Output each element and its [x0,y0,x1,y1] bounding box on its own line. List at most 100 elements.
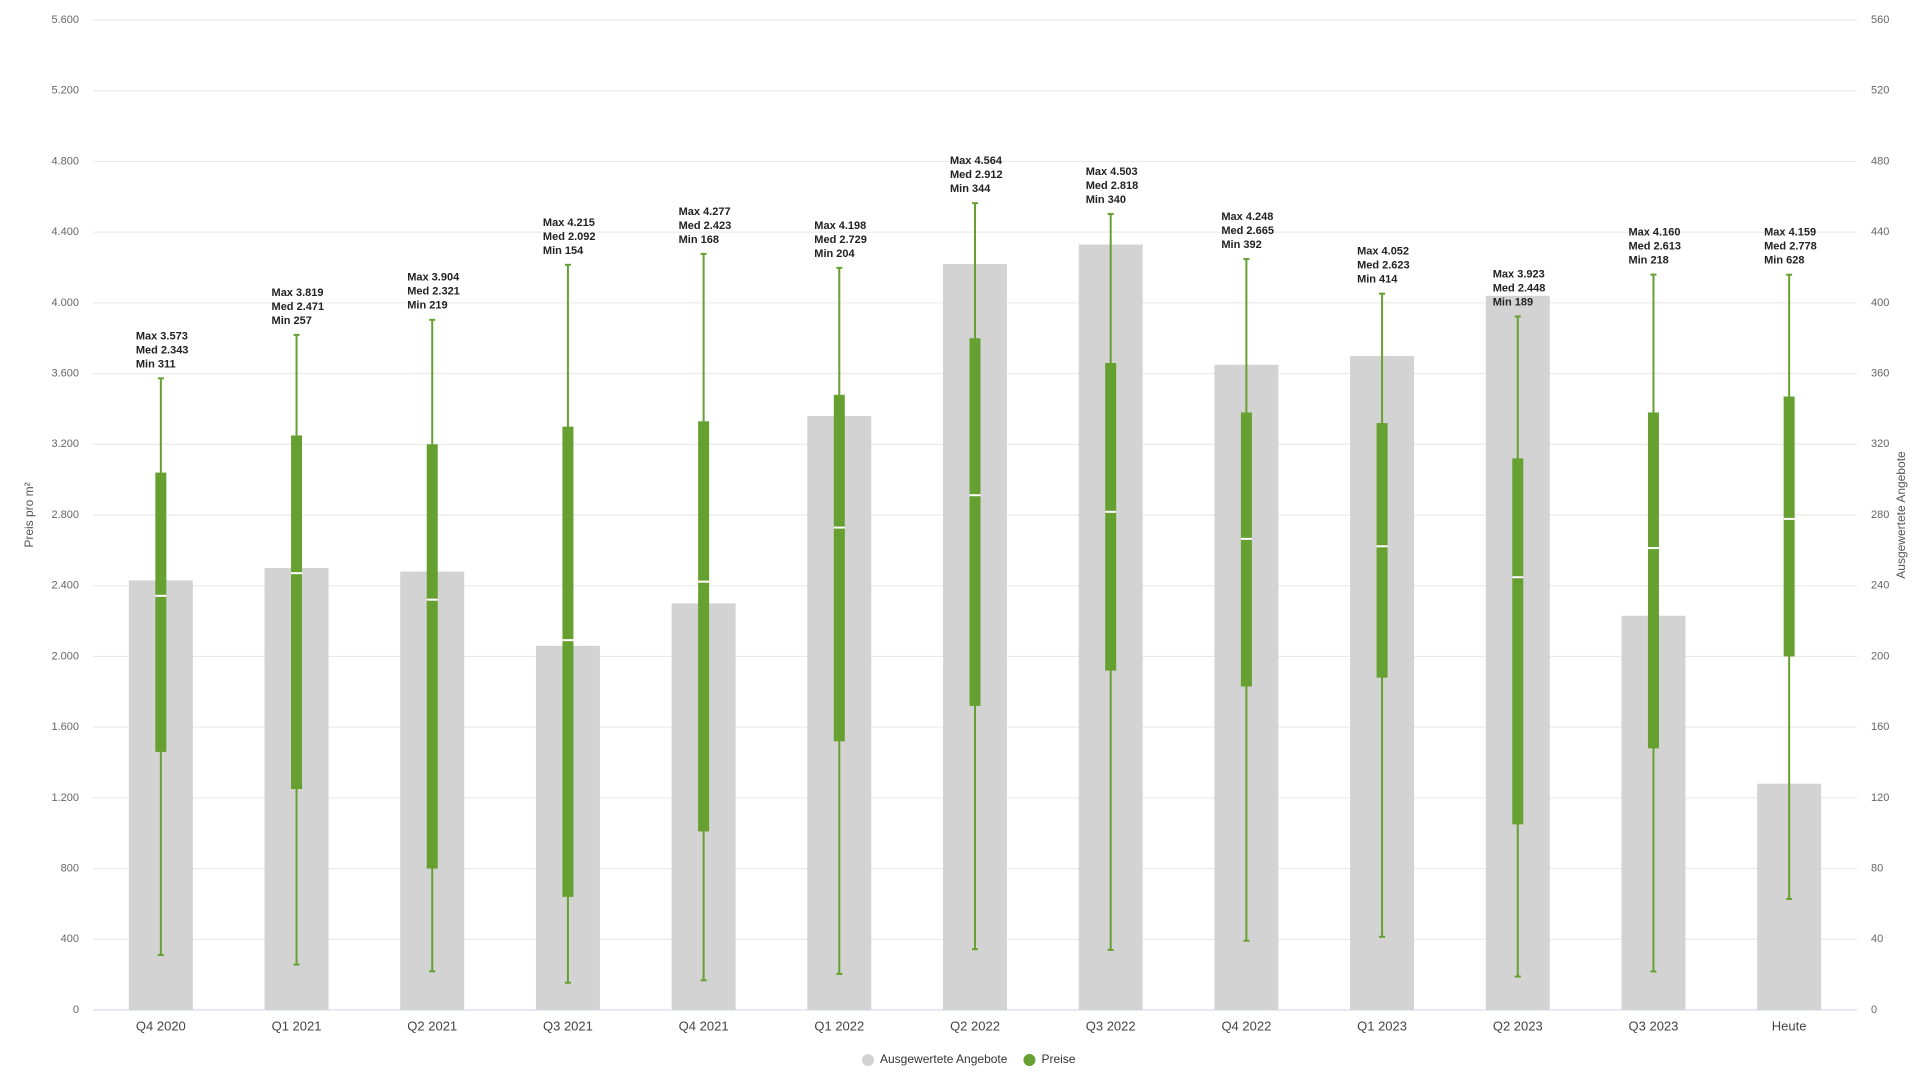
data-label: Min 392 [1221,239,1261,251]
data-label: Med 2.423 [679,220,732,232]
data-label: Max 4.198 [814,220,866,232]
y-axis-title: Preis pro m² [22,482,36,547]
y2-tick-label: 360 [1871,367,1889,379]
data-label: Min 189 [1493,296,1533,308]
y2-tick-label: 320 [1871,438,1889,450]
data-label: Med 2.912 [950,169,1003,181]
data-label: Min 257 [272,315,312,327]
y2-axis-title: Ausgewertete Angebote [1894,451,1908,579]
box [1240,412,1252,687]
data-label: Min 204 [814,248,855,260]
data-label: Med 2.623 [1357,260,1410,272]
x-tick-label: Q3 2021 [543,1018,593,1033]
legend-label: Ausgewertete Angebote [880,1052,1008,1066]
y2-tick-label: 80 [1871,862,1883,874]
data-label: Min 344 [950,183,991,195]
box [1647,412,1659,749]
y-tick-label: 4.000 [51,297,79,309]
x-tick-label: Q2 2022 [950,1018,1000,1033]
x-tick-label: Q3 2023 [1629,1018,1679,1033]
data-label: Max 3.923 [1493,268,1545,280]
y-tick-label: 800 [61,862,79,874]
box [969,338,981,706]
data-label: Med 2.343 [136,344,189,356]
y-tick-label: 1.200 [51,792,79,804]
data-label: Max 4.159 [1764,227,1816,239]
data-label: Med 2.092 [543,231,596,243]
y-tick-label: 5.600 [51,14,79,26]
box [1783,396,1795,657]
x-tick-label: Heute [1772,1018,1807,1033]
data-label: Max 3.573 [136,330,188,342]
data-label: Min 168 [679,234,719,246]
box [833,394,845,742]
box [1105,362,1117,671]
legend-marker [862,1054,874,1066]
data-label: Med 2.818 [1086,180,1139,192]
data-label: Min 340 [1086,194,1126,206]
x-tick-label: Q4 2022 [1221,1018,1271,1033]
y-tick-label: 3.600 [51,367,79,379]
y-tick-label: 2.000 [51,650,79,662]
data-label: Max 3.819 [272,287,324,299]
data-label: Med 2.729 [814,234,867,246]
y-tick-label: 1.600 [51,721,79,733]
y2-tick-label: 280 [1871,509,1889,521]
x-tick-label: Q1 2021 [272,1018,322,1033]
data-label: Max 4.215 [543,217,595,229]
y-tick-label: 5.200 [51,85,79,97]
y-tick-label: 0 [73,1004,79,1016]
y-tick-label: 4.800 [51,155,79,167]
box [1512,458,1524,825]
legend-label: Preise [1041,1052,1075,1066]
box [562,426,574,897]
data-label: Med 2.471 [272,301,325,313]
y-tick-label: 400 [61,933,79,945]
legend-marker [1023,1054,1036,1066]
data-label: Min 154 [543,245,584,257]
data-label: Med 2.321 [407,286,460,298]
y2-tick-label: 520 [1871,85,1889,97]
y2-tick-label: 440 [1871,226,1889,238]
x-tick-label: Q2 2023 [1493,1018,1543,1033]
data-label: Max 4.248 [1221,211,1273,223]
y2-tick-label: 240 [1871,580,1889,592]
x-tick-label: Q1 2023 [1357,1018,1407,1033]
data-label: Min 218 [1628,254,1668,266]
y-tick-label: 2.800 [51,509,79,521]
data-label: Min 414 [1357,274,1398,286]
data-label: Min 219 [407,300,447,312]
data-label: Min 311 [136,358,176,370]
data-label: Max 4.160 [1628,226,1680,238]
x-tick-label: Q3 2022 [1086,1018,1136,1033]
y2-tick-label: 480 [1871,155,1889,167]
data-label: Max 4.503 [1086,166,1138,178]
y-tick-label: 4.400 [51,226,79,238]
y2-tick-label: 200 [1871,650,1889,662]
data-label: Max 4.277 [679,206,731,218]
x-tick-label: Q4 2021 [679,1018,729,1033]
y2-tick-label: 400 [1871,297,1889,309]
y2-tick-label: 560 [1871,14,1889,26]
x-tick-label: Q2 2021 [407,1018,457,1033]
data-label: Min 628 [1764,255,1804,267]
data-label: Med 2.613 [1628,240,1681,252]
y2-tick-label: 120 [1871,792,1889,804]
data-label: Med 2.448 [1493,282,1546,294]
box [1376,423,1388,678]
y2-tick-label: 0 [1871,1004,1877,1016]
y2-tick-label: 40 [1871,933,1883,945]
box [698,421,710,832]
y-tick-label: 3.200 [51,438,79,450]
y-tick-label: 2.400 [51,580,79,592]
x-tick-label: Q1 2022 [814,1018,864,1033]
data-label: Med 2.778 [1764,241,1817,253]
data-label: Med 2.665 [1221,225,1274,237]
y2-tick-label: 160 [1871,721,1889,733]
box [155,472,167,752]
data-label: Max 4.052 [1357,246,1409,258]
box [426,444,438,869]
box [291,435,303,790]
data-label: Max 4.564 [950,155,1003,167]
